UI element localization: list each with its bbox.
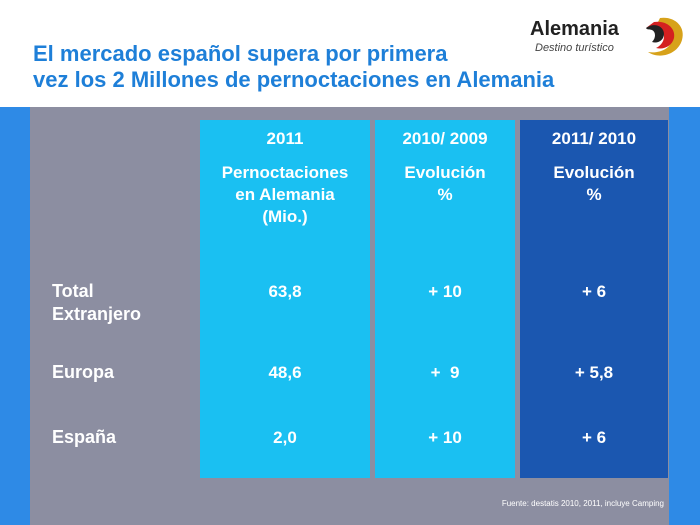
table-cell: + 6	[581, 282, 607, 301]
logo: Alemania Destino turístico	[530, 14, 690, 64]
row-label-europa: Europa	[52, 362, 115, 382]
table-cell: + 9	[430, 363, 460, 382]
column-header-year: 2011/ 2010	[551, 129, 637, 148]
row-label-line: Total	[52, 281, 94, 301]
column-evolucion-2011-2010	[520, 120, 668, 478]
column-pernoctaciones	[200, 120, 370, 478]
column-header-year: 2010/ 2009	[402, 129, 488, 148]
row-label-total-extranjero: Total Extranjero	[52, 280, 141, 326]
column-header-1: 2011 Pernoctaciones en Alemania (Mio.)	[200, 128, 370, 228]
source-note: Fuente: destatis 2010, 2011, incluye Cam…	[501, 499, 664, 508]
column-header-3: 2011/ 2010 Evolución %	[520, 128, 668, 206]
table-cell: + 5,8	[574, 363, 614, 382]
slide-title: El mercado español supera por primera ve…	[33, 41, 593, 93]
column-header-year: 2011	[266, 129, 304, 148]
table-cell: 48,6	[268, 363, 302, 382]
table-cell: + 10	[428, 282, 462, 301]
row-label-line: Extranjero	[52, 304, 142, 324]
title-line-2: vez los 2 Millones de pernoctaciones en …	[33, 67, 555, 92]
column-evolucion-2010-2009	[375, 120, 515, 478]
column-header-label: Pernoctaciones	[221, 163, 349, 182]
column-header-label: %	[586, 185, 602, 204]
row-label-espana: España	[52, 427, 117, 447]
column-header-label: Evolución	[404, 163, 486, 182]
swirl-logo-icon	[646, 17, 683, 56]
column-header-label: Evolución	[553, 163, 635, 182]
logo-name: Alemania	[530, 18, 619, 40]
column-header-2: 2010/ 2009 Evolución %	[375, 128, 515, 206]
column-header-label: %	[437, 185, 453, 204]
column-header-label: en Alemania	[235, 185, 335, 204]
table-cell: + 10	[428, 428, 462, 447]
table-cell: 63,8	[268, 282, 302, 301]
logo-tagline: Destino turístico	[535, 42, 614, 54]
title-line-1: El mercado español supera por primera	[33, 41, 448, 66]
table-cell: + 6	[581, 428, 607, 447]
table-cell: 2,0	[273, 428, 297, 447]
column-header-label: (Mio.)	[262, 207, 308, 226]
